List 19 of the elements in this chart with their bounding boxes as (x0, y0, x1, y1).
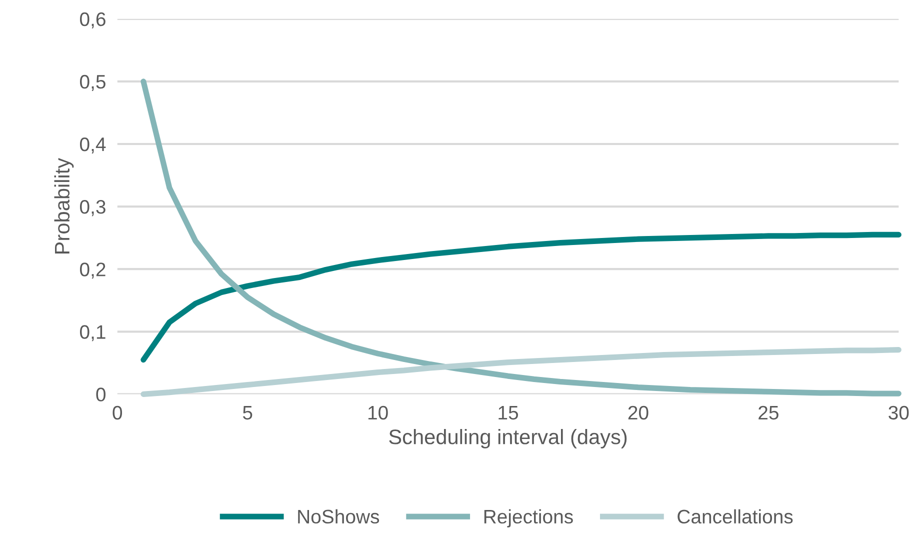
x-tick-label: 0 (112, 406, 122, 420)
x-tick-label: 15 (498, 406, 518, 420)
y-tick-label: 0,1 (80, 325, 106, 342)
x-tick-label: 5 (242, 406, 252, 420)
x-axis-title: Scheduling interval (days) (389, 428, 627, 448)
y-tick-label: 0,4 (80, 137, 106, 154)
y-axis-title: Probability (54, 158, 74, 254)
y-tick-label: 0,3 (80, 200, 106, 216)
y-tick-label: 0 (96, 388, 106, 402)
y-tick-label: 0,6 (80, 12, 106, 28)
legend-label: NoShows (298, 509, 380, 524)
legend-label: Rejections (484, 509, 573, 528)
x-tick-label: 30 (888, 406, 909, 420)
x-tick-label: 25 (758, 406, 778, 420)
y-tick-label: 0,2 (80, 262, 106, 279)
x-tick-label: 20 (628, 406, 648, 420)
legend-label: Cancellations (678, 509, 793, 524)
y-tick-label: 0,5 (80, 74, 106, 91)
x-tick-label: 10 (368, 406, 388, 420)
